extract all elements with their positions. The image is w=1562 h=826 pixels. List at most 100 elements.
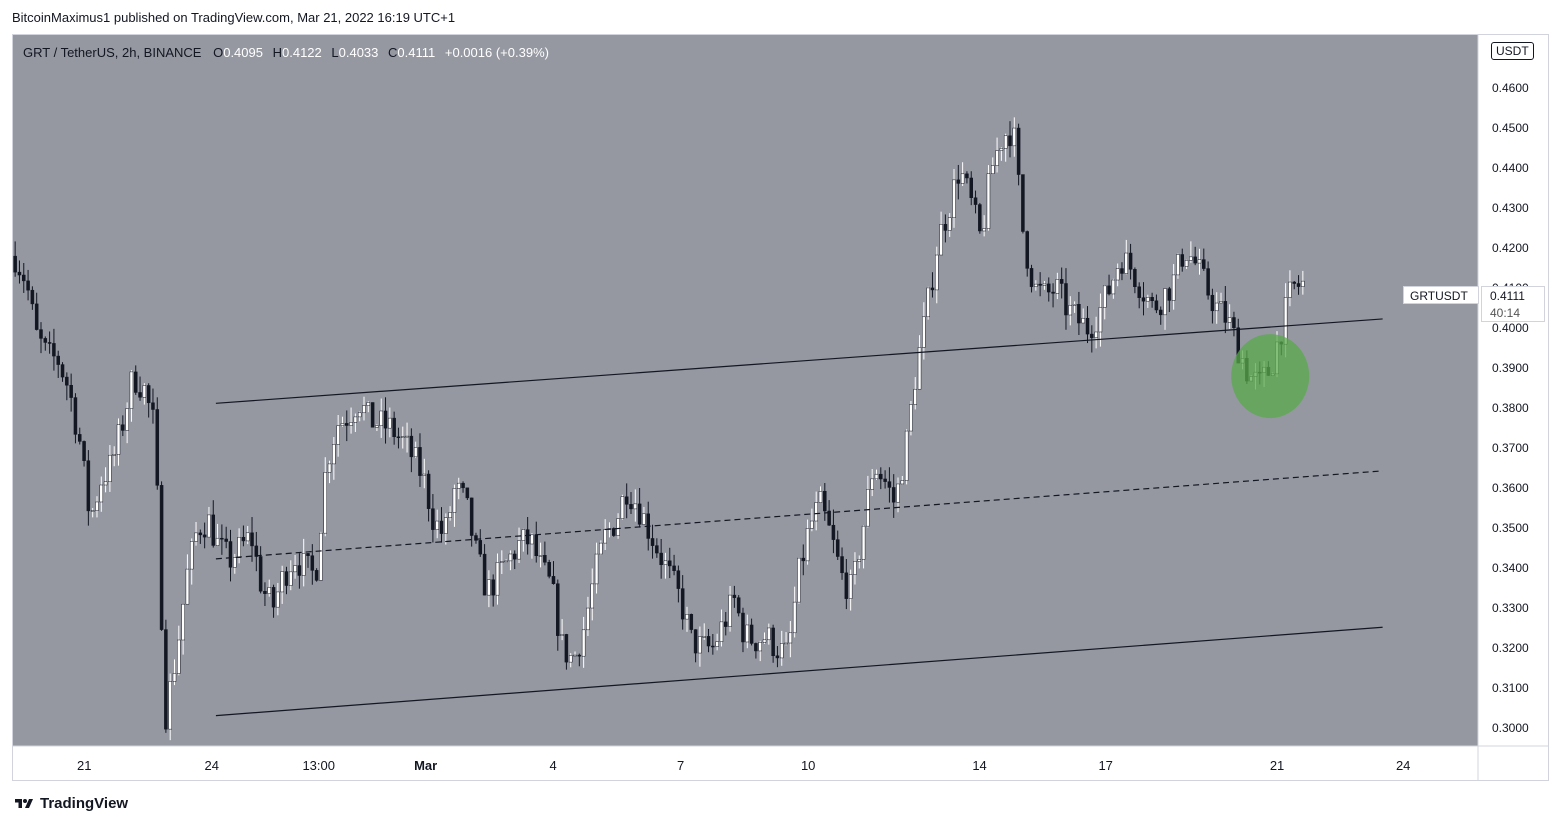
candle-body — [818, 490, 823, 503]
price-tick-label: 0.3700 — [1492, 441, 1529, 455]
candle-body — [1038, 283, 1042, 286]
channel-lower-line[interactable] — [215, 626, 1383, 717]
candle-body — [254, 545, 259, 557]
candle-body — [771, 627, 775, 657]
candle-body — [47, 342, 52, 344]
candle-body — [267, 587, 272, 594]
candle-body — [835, 539, 840, 557]
candle-body — [616, 518, 620, 536]
candle-body — [848, 574, 853, 599]
candle-body — [969, 177, 973, 198]
candle-body — [538, 555, 543, 557]
candle-body — [469, 497, 474, 536]
candle-body — [900, 480, 905, 485]
candle-body — [461, 482, 465, 489]
candle-body — [431, 508, 435, 530]
candle-body — [642, 513, 646, 525]
open-value: 0.4095 — [223, 45, 263, 60]
candle-body — [508, 553, 513, 562]
candle-body — [1223, 301, 1228, 323]
candle-body — [155, 409, 160, 486]
candle-body — [43, 338, 48, 343]
candle-body — [504, 560, 508, 563]
time-tick-label: 7 — [677, 758, 684, 773]
candle-body — [250, 532, 254, 547]
highlight-ellipse[interactable] — [1231, 334, 1310, 419]
candle-body — [685, 614, 689, 620]
candle-body — [297, 565, 302, 576]
candle-body — [198, 532, 203, 536]
price-tick-label: 0.3900 — [1492, 361, 1529, 375]
candle-body — [1055, 279, 1060, 294]
candle-body — [95, 501, 99, 511]
candle-body — [693, 629, 698, 654]
footer-brand[interactable]: TradingView — [12, 795, 128, 812]
candle-body — [943, 224, 948, 231]
candle-body — [233, 557, 237, 568]
candle-body — [805, 528, 810, 562]
candle-body — [237, 536, 241, 558]
price-tick-label: 0.4400 — [1492, 161, 1529, 175]
candle-body — [474, 535, 478, 541]
candle-body — [86, 460, 91, 512]
candle-body — [422, 473, 427, 476]
candle-body — [1163, 288, 1167, 316]
candle-body — [357, 412, 362, 418]
candle-body — [973, 197, 978, 205]
candle-body — [478, 540, 483, 555]
candle-body — [396, 436, 401, 439]
candle-body — [917, 347, 922, 390]
candle-body — [1107, 285, 1111, 295]
candle-body — [792, 601, 797, 634]
candle-body — [1081, 317, 1085, 324]
currency-label[interactable]: USDT — [1491, 42, 1534, 60]
candle-body — [310, 555, 315, 571]
candle-body — [1150, 297, 1154, 302]
bar-countdown: 40:14 — [1490, 306, 1521, 320]
candle-body — [121, 424, 125, 431]
time-tick-label: 10 — [801, 758, 815, 773]
candle-body — [930, 287, 935, 291]
time-axis: 21 24 13:00 Mar 4 7 10 14 17 21 24 — [77, 758, 1410, 773]
candle-body — [1146, 297, 1150, 302]
candle-body — [913, 388, 918, 405]
candle-body — [741, 612, 745, 643]
candle-body — [1016, 127, 1021, 175]
candle-body — [1098, 307, 1103, 333]
candle-body — [978, 204, 982, 232]
candle-body — [452, 488, 457, 513]
candle-body — [534, 534, 539, 557]
candle-body — [668, 560, 672, 567]
price-tick-label: 0.3300 — [1492, 601, 1529, 615]
candle-body — [1111, 279, 1116, 295]
candle-body — [1206, 268, 1210, 296]
channel-midline[interactable] — [215, 470, 1383, 560]
low-label: L — [331, 45, 339, 60]
candle-body — [857, 559, 862, 562]
candle-body — [633, 503, 638, 510]
candle-body — [1214, 302, 1219, 312]
candle-body — [775, 655, 780, 659]
channel-lines — [215, 318, 1383, 717]
candle-body — [719, 621, 724, 642]
candle-body — [702, 636, 706, 638]
candle-body — [340, 423, 345, 427]
price-tick-label: 0.4000 — [1492, 321, 1529, 335]
candle-body — [323, 472, 327, 534]
candle-body — [52, 343, 56, 357]
candlestick-series — [13, 117, 1305, 741]
candle-body — [202, 534, 207, 538]
channel-upper-line[interactable] — [215, 318, 1383, 404]
time-tick-label: 13:00 — [302, 758, 335, 773]
candle-body — [379, 410, 383, 426]
high-value: 0.4122 — [282, 45, 322, 60]
candle-body — [129, 371, 134, 409]
candle-body — [560, 634, 564, 636]
candle-body — [353, 416, 358, 423]
candle-body — [133, 371, 138, 393]
candle-body — [1120, 268, 1124, 274]
candle-body — [263, 590, 267, 594]
candle-body — [1046, 283, 1051, 293]
candle-body — [168, 681, 172, 730]
